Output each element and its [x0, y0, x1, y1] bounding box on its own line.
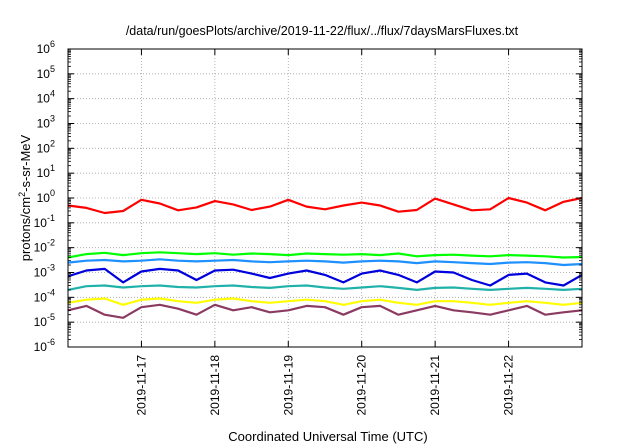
- series-line-5: [67, 284, 583, 291]
- data-series-group: [67, 196, 583, 319]
- y-tick-label: 101: [37, 163, 55, 180]
- y-axis-label: protons/cm2-s-sr-MeV: [17, 134, 33, 261]
- x-tick-label: 2019-11-19: [281, 355, 295, 416]
- y-tick-label: 10-3: [34, 263, 55, 280]
- x-tick-label: 2019-11-17: [134, 355, 148, 416]
- x-tick-label: 2019-11-20: [355, 355, 369, 416]
- y-tick-label: 100: [37, 188, 55, 205]
- y-tick-label: 10-4: [34, 287, 55, 304]
- series-line-3: [67, 258, 583, 267]
- series-line-6: [67, 297, 583, 306]
- x-tick-label: 2019-11-22: [502, 355, 516, 416]
- series-line-2: [67, 251, 583, 259]
- x-tick-labels: 2019-11-17 2019-11-18 2019-11-19 2019-11-20…: [134, 355, 515, 416]
- y-tick-label: 105: [37, 64, 55, 81]
- y-tick-label: 10-2: [34, 238, 55, 255]
- y-tick-label: 106: [37, 39, 55, 56]
- y-tick-label: 102: [37, 138, 55, 155]
- y-tick-label: 103: [37, 114, 55, 131]
- y-tick-label: 10-5: [34, 312, 55, 329]
- chart-title: /data/run/goesPlots/archive/2019-11-22/f…: [126, 24, 519, 38]
- series-line-4: [67, 267, 583, 287]
- y-tick-label: 104: [37, 89, 55, 106]
- x-axis-label: Coordinated Universal Time (UTC): [228, 429, 427, 444]
- y-tick-label: 10-6: [34, 337, 55, 354]
- x-tick-label: 2019-11-21: [428, 355, 442, 416]
- series-line-1: [67, 196, 583, 215]
- series-line-7: [67, 303, 583, 319]
- y-tick-label: 10-1: [34, 213, 55, 230]
- axis-ticks: [68, 48, 582, 348]
- y-tick-labels: 10-6 10-5 10-4 10-3 10-2 10-1 100 101 102 103 104 1…: [34, 39, 55, 354]
- x-tick-label: 2019-11-18: [208, 355, 222, 416]
